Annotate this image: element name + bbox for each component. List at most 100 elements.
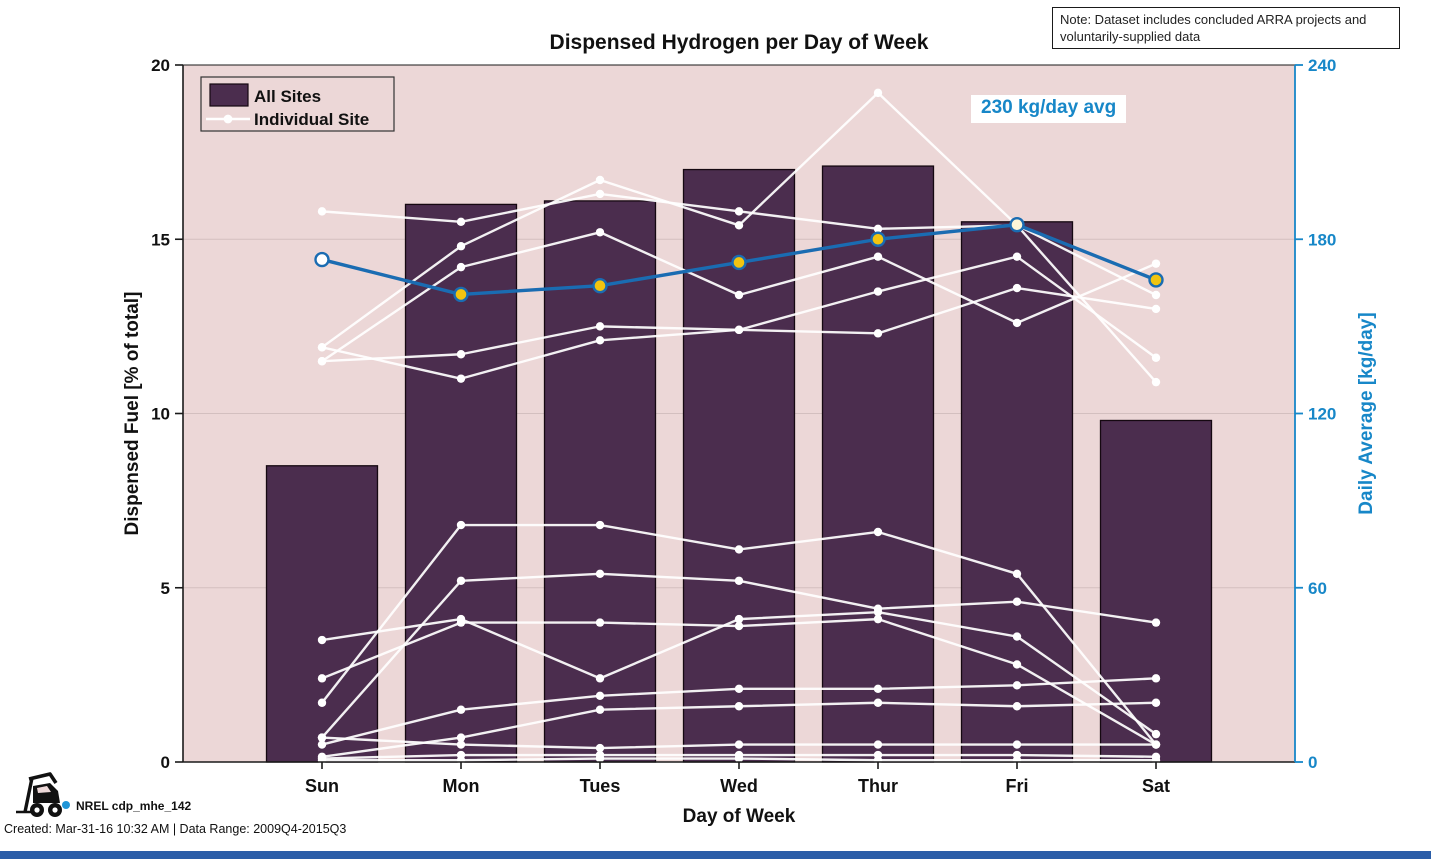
site-point (456, 350, 466, 359)
left-tick-label: 0 (161, 753, 170, 772)
site-point (734, 290, 744, 300)
site-point (873, 224, 883, 233)
footer-created-line: Created: Mar-31-16 10:32 AM | Data Range… (4, 822, 347, 836)
left-tick-label: 20 (151, 56, 170, 75)
legend-label-all-sites: All Sites (254, 87, 321, 106)
avg-point-tues (592, 278, 608, 294)
site-point (734, 221, 744, 230)
site-point (317, 740, 327, 749)
site-point (595, 189, 605, 199)
site-point (1012, 681, 1022, 690)
site-point (456, 733, 466, 742)
site-point (734, 576, 744, 585)
site-point (595, 175, 605, 185)
note-box: Note: Dataset includes concluded ARRA pr… (1052, 7, 1400, 50)
right-tick-label: 180 (1308, 230, 1336, 249)
x-tick-label-mon: Mon (443, 776, 480, 796)
site-point (456, 262, 466, 272)
x-axis-label: Day of Week (683, 806, 796, 827)
site-point (595, 322, 605, 331)
site-point (456, 374, 466, 383)
site-point (734, 545, 744, 554)
site-point (734, 614, 744, 624)
site-point (734, 207, 744, 216)
site-point (873, 607, 883, 617)
site-point (595, 336, 605, 345)
axes: 0 5 10 15 20 0 60 120 180 240 Sun Mon Tues Wed Thur Fri… (151, 56, 1336, 796)
avg-point-fri (1009, 217, 1025, 233)
site-point (873, 527, 883, 537)
x-tick-label-wed: Wed (720, 776, 758, 796)
site-point (1151, 259, 1161, 268)
site-point (1012, 702, 1022, 711)
bar-tues (543, 200, 657, 763)
forklift-icon (16, 772, 70, 817)
site-point (1151, 290, 1161, 300)
site-point (1151, 353, 1161, 362)
x-tick-label-tues: Tues (580, 776, 621, 796)
left-tick-label: 15 (151, 230, 170, 249)
site-point (1012, 318, 1022, 328)
site-point (456, 740, 466, 749)
left-axis-label: Dispensed Fuel [% of total] (122, 292, 143, 536)
site-point (595, 754, 605, 763)
site-point (456, 242, 466, 251)
avg-point-thur (870, 231, 886, 247)
site-point (1151, 740, 1161, 749)
site-point (456, 576, 466, 585)
site-point (317, 698, 327, 707)
blue-dot (62, 801, 70, 809)
bar-sat (1099, 419, 1213, 763)
right-tick-label: 120 (1308, 405, 1336, 424)
left-tick-label: 10 (151, 405, 170, 424)
site-point (595, 228, 605, 237)
site-point (873, 287, 883, 296)
site-point (595, 743, 605, 753)
site-point (734, 621, 744, 631)
site-point (317, 635, 327, 645)
avg-annotation: 230 kg/day avg (971, 95, 1127, 123)
site-point (456, 705, 466, 714)
site-point (1012, 283, 1022, 293)
site-point (734, 702, 744, 711)
site-point (317, 357, 327, 366)
site-point (1012, 740, 1022, 749)
legend-label-individual-site: Individual Site (254, 110, 369, 129)
site-point (1012, 597, 1022, 606)
footer-doc-id: NREL cdp_mhe_142 (76, 799, 192, 813)
site-point (1151, 729, 1161, 739)
x-tick-label-sun: Sun (305, 776, 339, 796)
site-point (317, 674, 327, 683)
site-point (595, 691, 605, 700)
site-point (734, 325, 744, 335)
avg-point-mon (453, 286, 469, 303)
site-point (734, 740, 744, 749)
site-point (317, 733, 327, 742)
site-point (873, 740, 883, 749)
site-point (456, 618, 466, 627)
avg-point-wed (731, 254, 747, 271)
legend-swatch-all-sites (209, 83, 249, 107)
site-point (1151, 618, 1161, 627)
site-point (873, 329, 883, 338)
site-point (1151, 698, 1161, 707)
avg-point-sat (1148, 272, 1164, 288)
site-point (1151, 304, 1161, 314)
site-point (873, 698, 883, 707)
site-point (595, 520, 605, 530)
site-point (317, 207, 327, 216)
site-point (595, 705, 605, 714)
bar-thur (821, 165, 935, 763)
legend: All Sites Individual Site (200, 76, 395, 132)
chart-title: Dispensed Hydrogen per Day of Week (549, 31, 929, 54)
x-tick-label-thur: Thur (858, 776, 898, 796)
site-point (595, 674, 605, 683)
bar-fri (960, 221, 1074, 763)
x-tick-label-sat: Sat (1142, 776, 1170, 796)
right-tick-label: 60 (1308, 579, 1327, 598)
site-point (1012, 252, 1022, 261)
bottom-strip (0, 851, 1431, 859)
daily-average-line (314, 217, 1164, 303)
site-point (1012, 632, 1022, 641)
